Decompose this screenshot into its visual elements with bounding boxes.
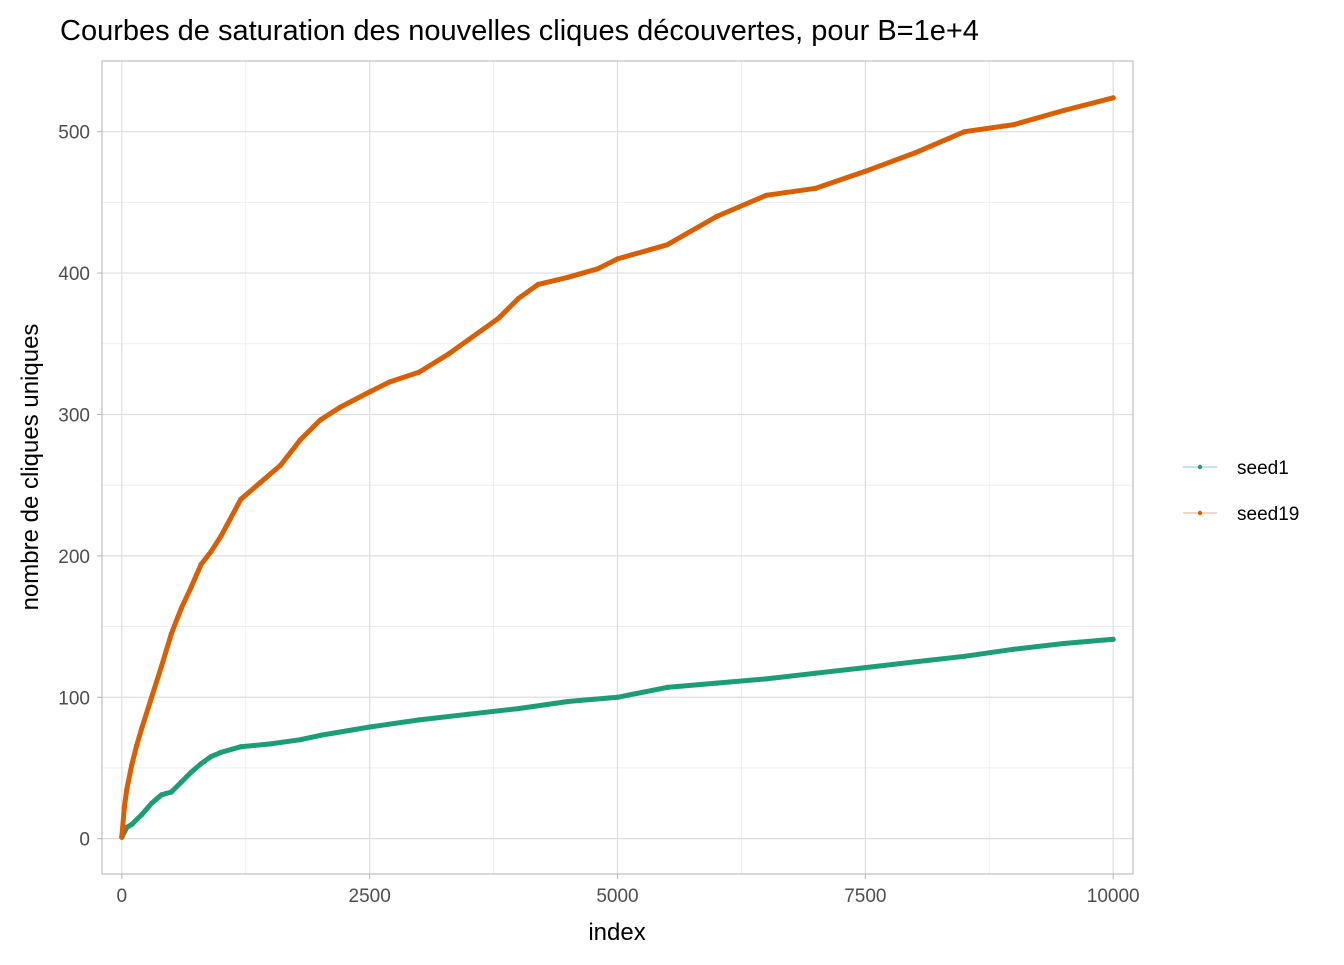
grid-layer	[102, 61, 1133, 874]
data-point-seed1	[149, 800, 155, 806]
data-point-seed19	[119, 834, 125, 840]
data-point-seed1	[466, 711, 472, 717]
data-point-seed19	[337, 404, 343, 410]
data-point-seed19	[961, 129, 968, 135]
data-point-seed1	[763, 676, 769, 682]
data-point-seed1	[1061, 640, 1067, 647]
legend-label-seed19: seed19	[1237, 504, 1299, 525]
data-point-seed19	[139, 725, 145, 732]
legend-label-seed1: seed1	[1237, 458, 1289, 479]
data-point-seed19	[121, 804, 127, 811]
data-point-seed19	[208, 549, 214, 555]
x-tick-label: 5000	[596, 886, 638, 907]
x-axis-label: index	[588, 919, 645, 946]
data-point-seed1	[813, 670, 819, 676]
data-point-seed1	[664, 684, 670, 691]
series-layer	[119, 95, 1116, 840]
data-point-seed1	[714, 680, 720, 686]
legend-key-seed19-dot	[1197, 510, 1203, 516]
data-point-seed1	[862, 665, 868, 671]
data-point-seed19	[188, 584, 194, 590]
data-point-seed1	[124, 824, 130, 830]
data-point-seed1	[297, 737, 303, 743]
data-point-seed1	[238, 744, 244, 750]
chart-title: Courbes de saturation des nouvelles cliq…	[60, 15, 979, 47]
data-point-seed19	[297, 437, 303, 443]
data-point-seed19	[386, 379, 393, 385]
data-point-seed1	[178, 779, 184, 785]
data-point-seed1	[198, 761, 204, 767]
data-point-seed1	[416, 717, 422, 723]
data-point-seed19	[198, 561, 204, 568]
x-tick-label: 10000	[1087, 886, 1140, 907]
x-tick-label: 0	[117, 886, 128, 907]
data-point-seed19	[416, 369, 422, 375]
data-point-seed1	[614, 694, 621, 700]
y-tick-label: 100	[58, 688, 90, 709]
data-point-seed1	[565, 698, 571, 705]
data-point-seed19	[1011, 122, 1017, 128]
data-point-seed19	[466, 336, 472, 343]
data-point-seed19	[129, 762, 135, 768]
data-point-seed19	[168, 631, 174, 637]
data-point-seed19	[218, 533, 224, 539]
data-point-seed19	[124, 786, 130, 792]
data-point-seed1	[912, 659, 918, 665]
data-point-seed1	[158, 792, 165, 798]
data-point-seed19	[862, 168, 868, 174]
data-point-seed19	[664, 242, 670, 248]
data-point-seed19	[258, 479, 264, 485]
data-point-seed19	[277, 462, 283, 468]
data-point-seed19	[614, 256, 621, 262]
data-point-seed1	[139, 812, 145, 818]
data-point-seed1	[961, 653, 968, 659]
data-point-seed1	[317, 732, 323, 739]
data-point-seed19	[134, 742, 140, 748]
data-point-seed1	[1011, 646, 1017, 652]
data-point-seed19	[813, 185, 819, 191]
data-point-seed19	[714, 213, 720, 220]
data-point-seed19	[1110, 95, 1116, 101]
data-point-seed1	[267, 741, 274, 747]
data-point-seed1	[208, 754, 214, 760]
legend-item-seed19: seed19	[1183, 504, 1299, 525]
data-point-seed1	[188, 769, 194, 775]
data-point-seed19	[535, 281, 541, 287]
y-tick-label: 300	[58, 405, 90, 426]
data-point-seed19	[565, 274, 571, 280]
legend: seed1 seed19	[1183, 458, 1299, 525]
data-point-seed19	[158, 663, 165, 669]
data-point-seed1	[367, 724, 373, 730]
data-point-seed19	[912, 150, 918, 156]
data-point-seed19	[149, 694, 155, 700]
y-tick-label: 500	[58, 123, 90, 144]
y-tick-label: 0	[79, 830, 90, 851]
y-axis-label: nombre de cliques uniques	[17, 324, 44, 611]
legend-item-seed1: seed1	[1183, 458, 1289, 479]
data-point-seed19	[595, 266, 601, 272]
data-point-seed19	[1061, 107, 1067, 114]
data-point-seed19	[238, 496, 244, 502]
data-point-seed1	[168, 789, 174, 795]
y-tick-label: 200	[58, 547, 90, 568]
x-tick-label: 7500	[844, 886, 886, 907]
data-point-seed19	[317, 417, 323, 423]
data-point-seed1	[1110, 636, 1116, 642]
tick-layer: 0 2500 5000 7500 10000 0 100 200 300 400 500	[58, 123, 1139, 907]
data-point-seed19	[763, 192, 769, 198]
data-point-seed1	[129, 821, 135, 828]
data-point-seed19	[446, 351, 452, 357]
data-point-seed19	[515, 295, 522, 302]
data-point-seed19	[367, 389, 373, 395]
data-point-seed1	[515, 706, 522, 712]
legend-key-seed1-dot	[1197, 464, 1203, 470]
data-point-seed1	[218, 749, 224, 756]
data-point-seed19	[178, 605, 184, 611]
data-point-seed19	[495, 315, 502, 321]
y-tick-label: 400	[58, 264, 90, 285]
x-tick-label: 2500	[349, 886, 391, 907]
